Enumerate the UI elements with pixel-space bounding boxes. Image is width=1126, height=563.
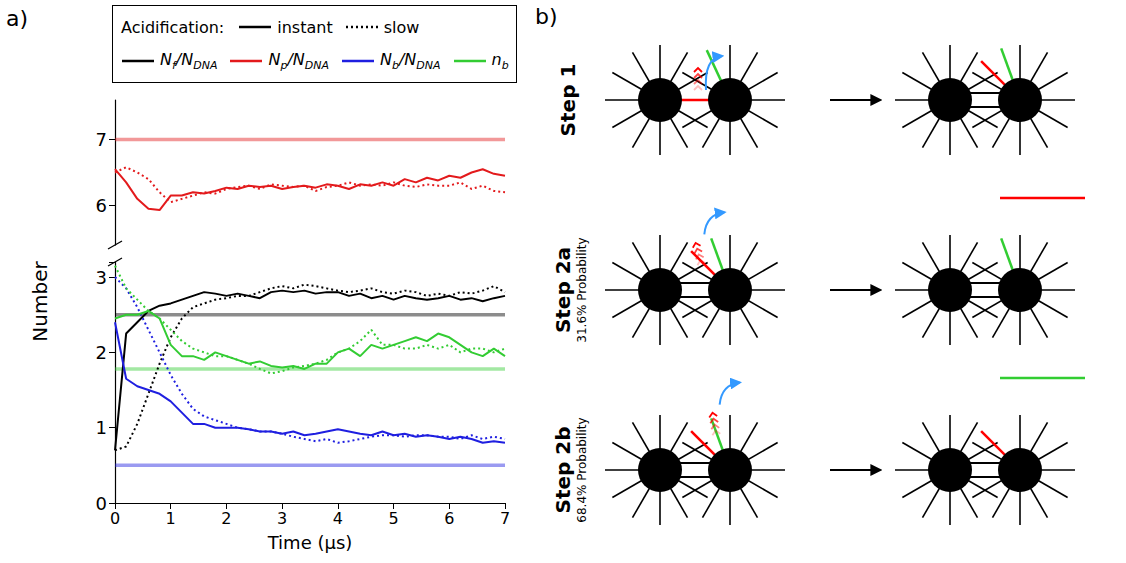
html-text:Nf/ NDNA: Nf/ NDNA — [160, 49, 218, 73]
svg-text:7: 7 — [96, 129, 107, 150]
svg-text:Step 2a: Step 2a — [551, 247, 575, 333]
svg-text:6: 6 — [96, 195, 107, 216]
svg-text:Step 1: Step 1 — [556, 64, 580, 137]
html-text:Acidification:: Acidification: — [121, 17, 225, 37]
svg-text:68.4% Probability: 68.4% Probability — [575, 417, 589, 522]
svg-text:Number: Number — [28, 261, 52, 342]
svg-text:0: 0 — [96, 493, 107, 514]
svg-text:0: 0 — [110, 509, 120, 528]
svg-text:2: 2 — [96, 342, 107, 363]
svg-text:2: 2 — [221, 509, 231, 528]
svg-text:3: 3 — [96, 267, 107, 288]
svg-text:1: 1 — [96, 417, 107, 438]
svg-text:1: 1 — [166, 509, 176, 528]
svg-text:Time (μs): Time (μs) — [267, 532, 353, 553]
html-text:instant: instant — [277, 17, 333, 37]
svg-text:3: 3 — [277, 509, 287, 528]
html-text:a): a) — [6, 6, 29, 31]
svg-text:31.6% Probability: 31.6% Probability — [575, 237, 589, 342]
svg-text:Step 2b: Step 2b — [551, 426, 575, 513]
svg-text:5: 5 — [388, 509, 398, 528]
html-text:slow: slow — [383, 17, 420, 37]
html-text:nb: nb — [491, 49, 509, 73]
svg-text:7: 7 — [500, 509, 510, 528]
svg-text:6: 6 — [444, 509, 454, 528]
svg-text:b): b) — [535, 4, 558, 29]
svg-text:4: 4 — [333, 509, 343, 528]
html-text:Nb/ NDNA: Nb/ NDNA — [380, 49, 441, 73]
html-text:Np/ NDNA: Np/ NDNA — [268, 49, 329, 73]
